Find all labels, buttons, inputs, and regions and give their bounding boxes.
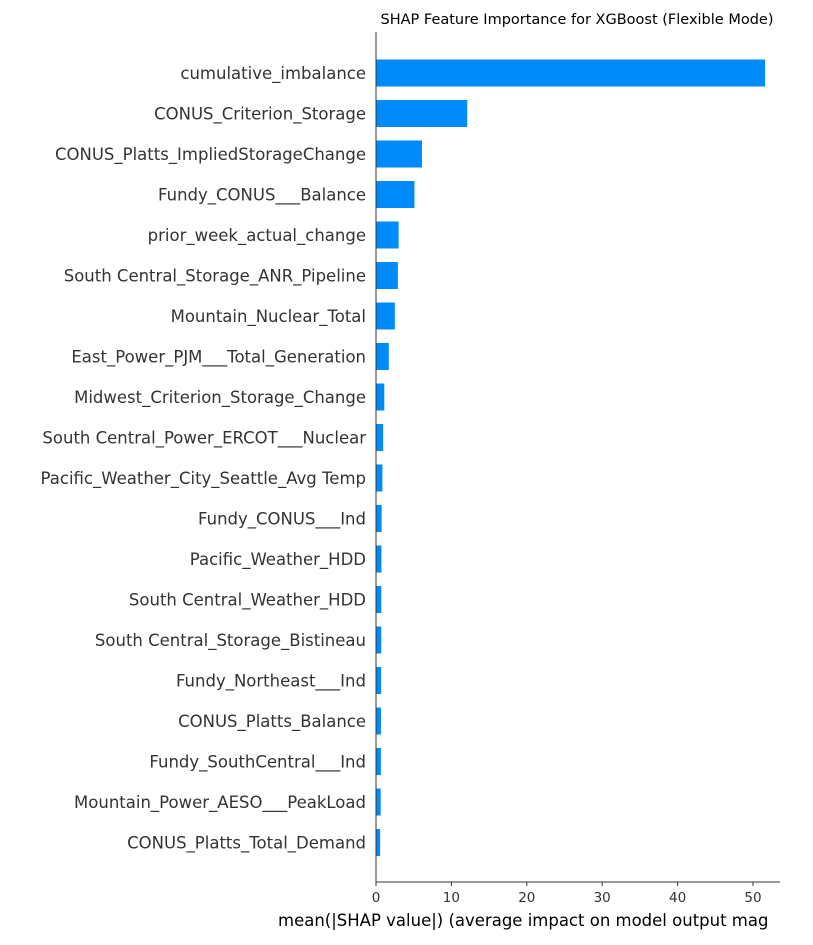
bar [376,748,381,775]
bar [376,545,382,573]
category-label: cumulative_imbalance [180,64,366,84]
bar [376,667,382,694]
category-label: CONUS_Platts_ImpliedStorageChange [55,145,366,165]
category-label: South Central_Storage_ANR_Pipeline [64,267,366,287]
bar [376,181,415,208]
x-tick-label: 0 [372,890,381,906]
category-label: Pacific_Weather_City_Seattle_Avg Temp [41,469,366,489]
bar [376,343,389,370]
category-label: South Central_Weather_HDD [129,591,366,611]
bar [376,59,766,87]
category-label: Midwest_Criterion_Storage_Change [74,388,366,408]
category-label: prior_week_actual_change [148,226,366,246]
category-label: East_Power_PJM___Total_Generation [71,348,366,368]
x-tick-label: 20 [518,890,535,906]
category-label: Fundy_Northeast___Ind [176,672,366,692]
bar [376,788,381,816]
bar [376,302,395,330]
x-ticks: 0 10 20 30 40 50 [372,882,762,906]
bar [376,707,381,735]
category-label: Pacific_Weather_HDD [190,550,366,570]
bar [376,464,383,492]
bar [376,424,384,451]
bar [376,100,468,127]
category-label: CONUS_Platts_Total_Demand [127,834,366,854]
category-label: CONUS_Platts_Balance [178,712,366,732]
bar [376,140,422,168]
x-tick-label: 10 [443,890,460,906]
category-label: Mountain_Nuclear_Total [171,307,366,327]
category-label: Fundy_CONUS___Balance [158,186,366,206]
bar [376,626,382,654]
category-label: South Central_Storage_Bistineau [95,631,366,651]
category-label: Fundy_SouthCentral___Ind [149,753,366,773]
bar [376,383,385,411]
bar [376,586,382,613]
category-label: CONUS_Criterion_Storage [154,105,366,125]
x-tick-label: 50 [744,890,761,906]
bar [376,221,399,249]
bar [376,262,398,289]
category-labels: cumulative_imbalance CONUS_Criterion_Stor… [41,64,367,854]
bars-layer [376,59,766,856]
bar [376,829,381,856]
bar [376,505,382,532]
x-tick-label: 40 [669,890,686,906]
x-axis-label: mean(|SHAP value|) (average impact on mo… [278,911,768,930]
category-label: Fundy_CONUS___Ind [198,510,366,530]
category-label: South Central_Power_ERCOT___Nuclear [42,429,366,449]
chart-title: SHAP Feature Importance for XGBoost (Fle… [381,12,774,28]
category-label: Mountain_Power_AESO___PeakLoad [74,793,366,813]
x-tick-label: 30 [594,890,611,906]
